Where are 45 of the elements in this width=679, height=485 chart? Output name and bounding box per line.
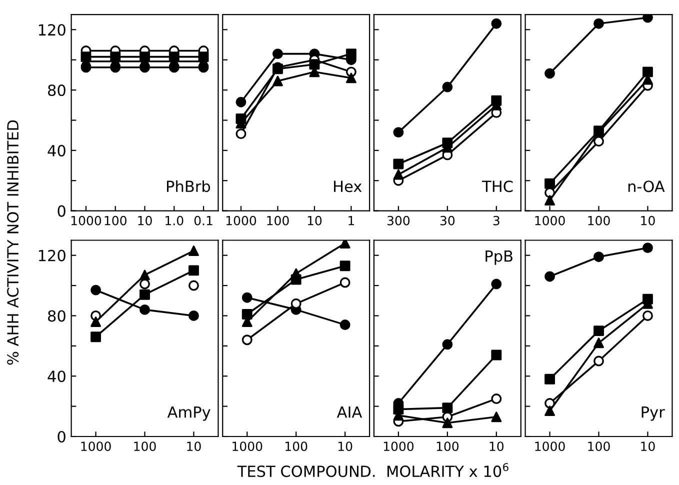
annotation: Hex xyxy=(334,180,362,192)
y-tick-label: 40 xyxy=(48,144,66,156)
x-tick-label: 1 xyxy=(348,216,354,226)
x-tick-label: 100 xyxy=(588,216,610,226)
annotation: AIA xyxy=(336,406,362,418)
x-tick-label: 1000 xyxy=(535,442,565,452)
x-tick-label: 100 xyxy=(286,442,308,452)
x-tick-label: 300 xyxy=(387,216,410,226)
x-tick-label: 0.1 xyxy=(194,216,212,226)
x-tick-label: 3 xyxy=(493,216,500,226)
x-tick-label: 100 xyxy=(134,442,156,452)
y-tick-label: 120 xyxy=(38,250,66,262)
annotation: AmPy xyxy=(167,406,210,421)
x-tick-label: 1000 xyxy=(535,216,565,226)
y-tick-label: 120 xyxy=(38,24,66,36)
x-tick-label: 10 xyxy=(187,442,201,452)
annotation: Pyr xyxy=(642,406,665,421)
x-tick-label: 100 xyxy=(104,216,126,226)
x-axis-title: TEST COMPOUND. MOLARITY x 10$^{6}$ xyxy=(237,463,508,478)
x-tick-label: 10 xyxy=(490,442,504,452)
y-tick-label: 80 xyxy=(48,310,66,322)
y-axis-title: % AHH ACTIVITY NOT INHIBITED xyxy=(7,120,19,365)
x-tick-label: 30 xyxy=(440,216,455,226)
x-tick-label: 10 xyxy=(338,442,352,452)
x-tick-label: 10 xyxy=(641,442,655,452)
x-tick-label: 100 xyxy=(267,216,289,226)
x-tick-label: 10 xyxy=(308,216,322,226)
annotation: PhBrb xyxy=(167,180,210,192)
x-tick-label: 100 xyxy=(436,442,459,452)
y-tick-label: 40 xyxy=(48,370,66,382)
x-tick-label: 1000 xyxy=(81,442,111,452)
annotation: n-OA xyxy=(628,180,665,192)
x-tick-label: 1000 xyxy=(71,216,102,226)
annotation: THC xyxy=(482,180,513,192)
x-tick-label: 10 xyxy=(641,216,655,226)
x-tick-label: 1000 xyxy=(384,442,414,452)
y-tick-label: 80 xyxy=(48,84,66,96)
y-tick-label: 0 xyxy=(58,430,66,443)
x-tick-label: 10 xyxy=(138,216,152,226)
x-tick-label: 1000 xyxy=(226,216,256,226)
x-tick-label: 1000 xyxy=(232,442,262,452)
annotation: PpB xyxy=(486,250,512,265)
x-tick-label: 1.0 xyxy=(166,216,184,226)
x-tick-label: 100 xyxy=(588,442,610,452)
y-tick-label: 0 xyxy=(58,205,66,217)
